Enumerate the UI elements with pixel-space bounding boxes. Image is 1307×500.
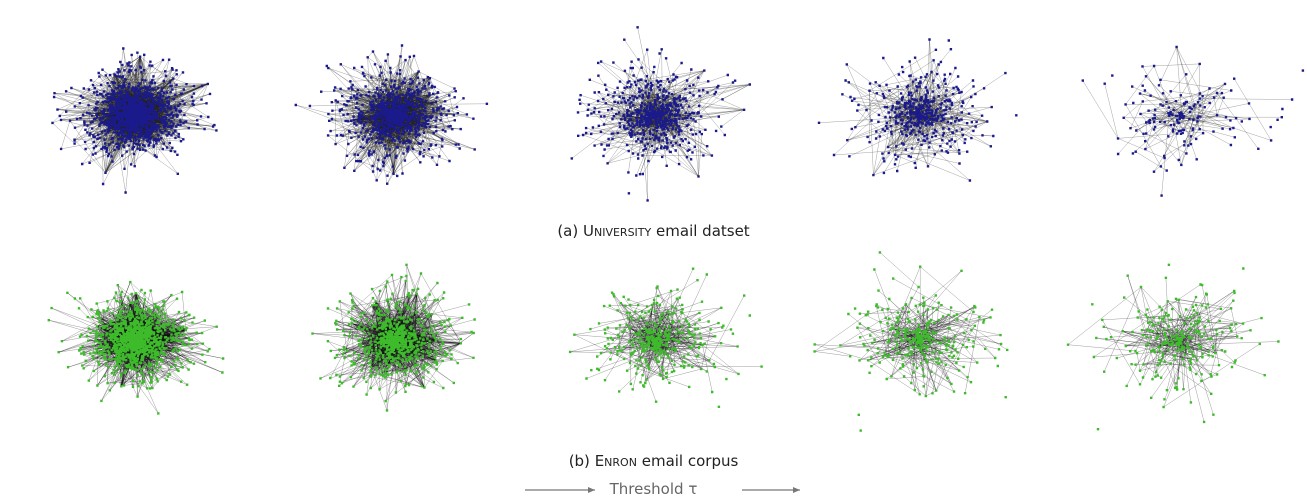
caption-a: (a) University email datset [0, 222, 1307, 240]
graph-edges [814, 252, 1008, 397]
caption-text: email datset [656, 222, 750, 240]
graph-edges [1082, 46, 1293, 196]
caption-b: (b) Enron email corpus [0, 452, 1307, 470]
graph-edges [1067, 275, 1279, 422]
graph-nodes [568, 267, 763, 408]
caption-label: (a) [557, 222, 579, 240]
caption-label: (b) [568, 452, 590, 470]
graph-nodes [294, 44, 489, 185]
graph-nodes [51, 47, 218, 194]
graph-edges [818, 39, 1006, 181]
axis-label: Threshold τ [609, 480, 698, 498]
graph-nodes [1066, 263, 1280, 431]
dataset-name: Enron [594, 452, 637, 470]
caption-text: email corpus [641, 452, 739, 470]
dataset-name: University [583, 222, 652, 240]
graph-nodes [813, 251, 1009, 432]
graph-nodes [570, 26, 751, 202]
graph-nodes [817, 38, 1018, 182]
graph-nodes [47, 280, 225, 415]
graph-nodes [311, 263, 476, 412]
arrow-head [793, 487, 800, 493]
arrow-head [588, 487, 595, 493]
